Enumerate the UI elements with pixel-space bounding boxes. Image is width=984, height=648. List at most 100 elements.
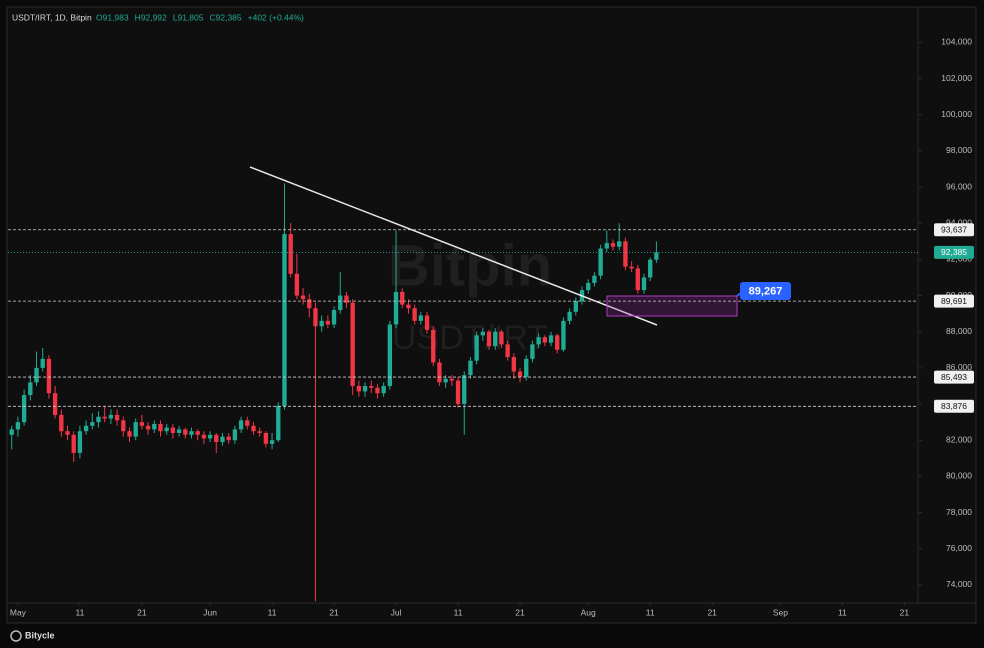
candle-body: [269, 440, 275, 444]
candle-body: [548, 335, 554, 343]
x-tick-label: 21: [900, 607, 910, 617]
candle-body: [21, 395, 27, 423]
candle-body: [294, 273, 300, 296]
candle-body: [121, 420, 126, 432]
candle-body: [226, 436, 231, 441]
x-tick-label: 21: [329, 607, 339, 617]
candle-body: [393, 291, 399, 325]
candle-body: [369, 385, 374, 388]
candle-body: [443, 378, 448, 383]
candle-body: [561, 320, 566, 350]
candle-body: [96, 416, 101, 423]
candle-body: [449, 378, 455, 381]
candle-body: [610, 243, 616, 247]
candle-body: [486, 331, 492, 347]
candle-body: [207, 434, 213, 439]
candle-body: [145, 425, 151, 430]
candle-body: [313, 308, 318, 327]
x-tick-label: Jun: [203, 607, 217, 617]
candle-body: [201, 434, 207, 439]
candle-body: [617, 241, 622, 247]
candle-body: [462, 375, 467, 405]
y-tick-label: 82,000: [946, 434, 972, 444]
header-ohlc-value: C92,385: [210, 12, 242, 22]
candle-body: [71, 434, 76, 453]
candle-body: [257, 431, 262, 433]
candle-body: [598, 248, 603, 276]
candle-body: [641, 277, 647, 291]
candle-body: [654, 252, 659, 260]
candle-body: [344, 295, 349, 303]
candle-body: [282, 234, 287, 406]
candle-body: [288, 234, 293, 274]
header-ohlc-value: O91,983: [96, 12, 129, 22]
candle-body: [362, 385, 368, 392]
watermark-brand: Bitpin: [388, 233, 552, 298]
candle-body: [9, 429, 14, 435]
candle-body: [524, 358, 529, 377]
last-price-label: 92,385: [941, 247, 967, 257]
y-tick-label: 74,000: [946, 579, 972, 589]
candle-body: [28, 382, 33, 396]
level-label-box: [934, 223, 974, 237]
candle-body: [164, 427, 169, 432]
candle-body: [59, 414, 64, 432]
level-label: 85,493: [941, 372, 967, 382]
level-label-box: [934, 294, 974, 308]
candle-body: [127, 431, 132, 437]
candle-body: [325, 320, 331, 325]
candle-body: [65, 431, 70, 435]
y-tick-label: 78,000: [946, 507, 972, 517]
level-label: 93,637: [941, 225, 967, 235]
footer-logo: [10, 630, 22, 642]
candle-body: [189, 431, 194, 435]
candle-body: [319, 320, 324, 327]
x-tick-label: Aug: [581, 607, 596, 617]
candle-body: [307, 299, 312, 309]
x-tick-label: 21: [515, 607, 525, 617]
candle-body: [542, 337, 547, 343]
header-ohlc: O91,983 H92,992 L91,805 C92,385 +402 (+0.44%…: [96, 12, 304, 22]
candle-body: [412, 308, 417, 321]
candle-body: [350, 302, 355, 386]
header-symbol: USDT/IRT, 1D, Bitpin: [12, 12, 92, 22]
candle-body: [214, 434, 219, 443]
candle-body: [474, 335, 479, 361]
candle-body: [52, 393, 58, 415]
callout-box: [740, 282, 791, 300]
candle-body: [251, 425, 256, 432]
candle-body: [623, 241, 628, 267]
candle-body: [406, 304, 411, 309]
candle-body: [555, 335, 560, 350]
candle-body: [139, 422, 145, 426]
candle-body: [387, 324, 393, 386]
y-tick-label: 100,000: [941, 109, 972, 119]
candle-body: [499, 331, 504, 345]
candle-body: [331, 310, 337, 325]
candle-body: [34, 367, 39, 383]
candle-body: [573, 300, 578, 312]
y-tick-label: 86,000: [946, 362, 972, 372]
last-price-box: [934, 245, 974, 259]
candle-body: [530, 344, 535, 359]
candle-body: [263, 433, 269, 444]
candle-body: [133, 422, 138, 437]
y-tick-label: 76,000: [946, 543, 972, 553]
x-tick-label: 11: [75, 607, 84, 617]
candle-body: [381, 385, 386, 394]
candle-body: [245, 420, 250, 426]
candle-body: [40, 358, 45, 368]
candle-body: [176, 429, 182, 433]
candle-body: [102, 416, 107, 419]
candle-body: [648, 259, 653, 278]
candle-body: [629, 266, 634, 269]
candle-body: [424, 315, 430, 330]
candle-body: [567, 311, 572, 321]
callout-label: 89,267: [749, 285, 783, 297]
candle-body: [232, 429, 238, 441]
candle-body: [276, 405, 281, 441]
header-change: +402 (+0.44%): [248, 12, 304, 22]
level-label: 83,876: [941, 401, 967, 411]
x-tick-label: Jul: [391, 607, 402, 617]
